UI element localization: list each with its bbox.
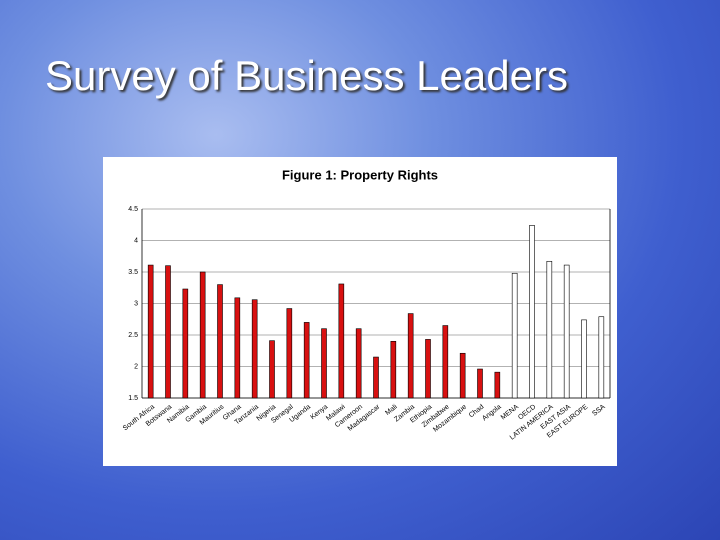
bar: [355, 328, 362, 399]
bar: [598, 316, 605, 399]
bar: [442, 325, 449, 399]
y-tick-label: 1.5: [128, 395, 138, 402]
y-tick-label: 3.5: [128, 269, 138, 276]
bar: [459, 352, 466, 399]
bar: [303, 322, 310, 399]
bar: [165, 265, 171, 399]
bar: [581, 319, 587, 399]
bar: [563, 264, 570, 399]
bar: [494, 371, 501, 399]
y-tick-label: 4.5: [128, 206, 138, 213]
bar: [234, 297, 241, 399]
y-tick-label: 3: [134, 300, 138, 307]
bar: [546, 260, 553, 399]
slide-title: Survey of Business Leaders: [45, 52, 568, 99]
bar: [373, 356, 379, 399]
bar: [511, 272, 518, 399]
bar: [425, 339, 431, 399]
bar: [529, 225, 535, 399]
bar: [286, 308, 293, 399]
y-tick-label: 4: [134, 237, 138, 244]
bar: [390, 340, 397, 399]
bar: [407, 313, 414, 399]
bar: [338, 283, 345, 399]
bar: [147, 264, 154, 399]
bar: [199, 271, 206, 399]
chart-title: Figure 1: Property Rights: [282, 167, 438, 182]
bar: [477, 368, 483, 399]
bar: [321, 328, 327, 399]
bar: [251, 299, 258, 399]
bar: [217, 284, 223, 399]
y-tick-label: 2.5: [128, 332, 138, 339]
bar: [182, 288, 189, 399]
y-tick-label: 2: [134, 363, 138, 370]
bar: [269, 340, 275, 399]
